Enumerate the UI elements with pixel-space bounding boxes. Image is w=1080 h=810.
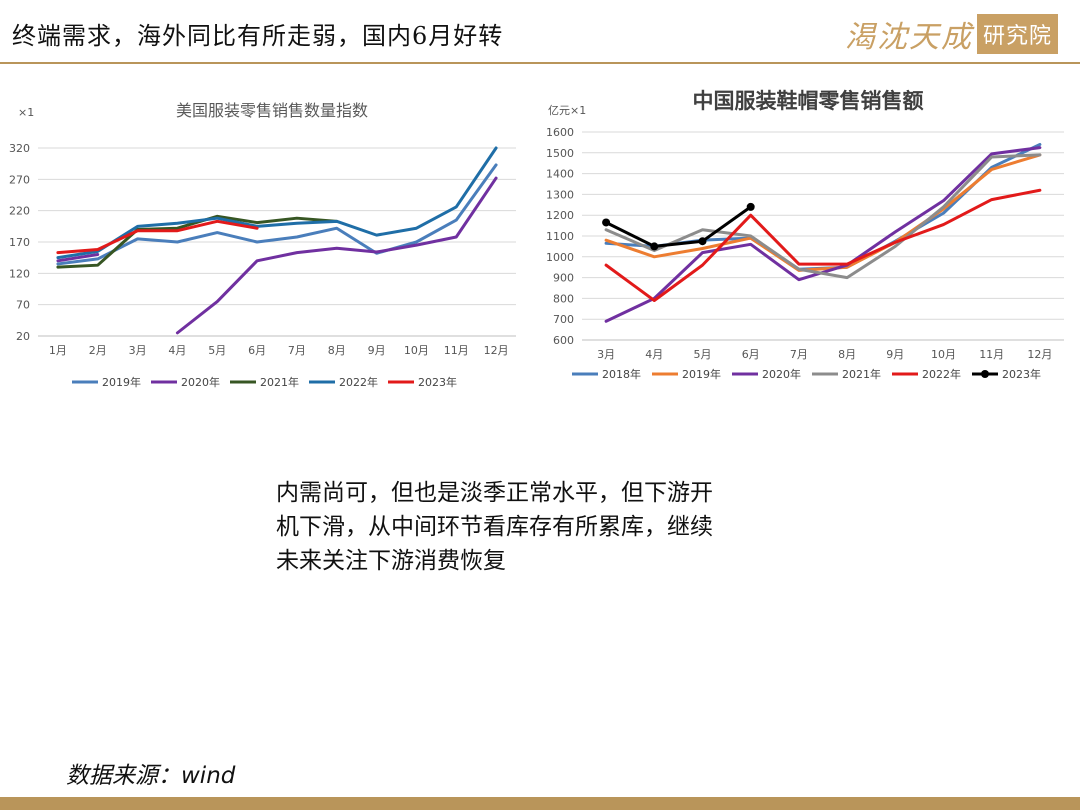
y-tick-label: 120 (9, 267, 30, 280)
x-tick-label: 4月 (645, 348, 663, 361)
commentary-line: 机下滑，从中间环节看库存有所累库，继续 (276, 514, 713, 540)
x-tick-label: 7月 (288, 344, 306, 357)
series-line (604, 188, 1042, 302)
y-tick-label: 900 (553, 272, 574, 285)
unit-label: 亿元×1 (548, 104, 586, 117)
legend-label: 2020年 (181, 375, 220, 389)
y-tick-label: 320 (9, 142, 30, 155)
y-tick-label: 1200 (546, 209, 574, 222)
x-tick-label: 11月 (979, 348, 1004, 361)
legend-label: 2021年 (260, 375, 299, 389)
series-line (604, 153, 1042, 280)
chart-title: 美国服装零售销售数量指数 (176, 101, 368, 120)
legend-label: 2018年 (602, 367, 641, 381)
footer-bar (0, 797, 1080, 810)
x-tick-label: 3月 (129, 344, 147, 357)
y-tick-label: 800 (553, 292, 574, 305)
series-line (56, 219, 259, 255)
x-tick-label: 9月 (886, 348, 904, 361)
logo-box-text: 研究院 (976, 14, 1058, 54)
series-line (56, 253, 100, 263)
x-tick-label: 1月 (49, 344, 67, 357)
page-title: 终端需求，海外同比有所走弱，国内6月好转 (12, 22, 504, 50)
series-line (56, 146, 498, 260)
series-line (604, 205, 753, 248)
x-tick-label: 4月 (168, 344, 186, 357)
series-line (56, 163, 498, 266)
legend-label: 2021年 (842, 367, 881, 381)
legend-label: 2023年 (1002, 367, 1041, 381)
x-tick-label: 9月 (368, 344, 386, 357)
y-tick-label: 270 (9, 173, 30, 186)
series-line (175, 176, 498, 335)
y-tick-label: 170 (9, 236, 30, 249)
data-point (602, 218, 611, 227)
unit-label: ×1 (18, 106, 34, 119)
commentary-text: 内需尚可，但也是淡季正常水平，但下游开 机下滑，从中间环节看库存有所累库，继续 … (276, 476, 796, 578)
x-tick-label: 6月 (248, 344, 266, 357)
x-tick-label: 8月 (328, 344, 346, 357)
commentary-line: 未来关注下游消费恢复 (276, 548, 506, 574)
y-tick-label: 700 (553, 313, 574, 326)
x-tick-label: 10月 (931, 348, 956, 361)
x-tick-label: 11月 (444, 344, 469, 357)
us-apparel-index-chart: 美国服装零售销售数量指数 ×1 20 70 120 170 220 270 320 1月 2月 3月 4… (0, 86, 530, 406)
commentary-line: 内需尚可，但也是淡季正常水平，但下游开 (276, 480, 713, 506)
x-tick-label: 5月 (694, 348, 712, 361)
series-line (604, 153, 1042, 272)
y-tick-label: 1000 (546, 251, 574, 264)
y-tick-label: 20 (16, 330, 30, 343)
x-tick-label: 12月 (1027, 348, 1052, 361)
x-tick-label: 3月 (597, 348, 615, 361)
legend-label: 2020年 (762, 367, 801, 381)
x-tick-label: 2月 (89, 344, 107, 357)
y-tick-label: 1300 (546, 188, 574, 201)
legend-label: 2023年 (418, 375, 457, 389)
data-point (698, 237, 707, 246)
legend-label: 2019年 (682, 367, 721, 381)
legend-label: 2022年 (339, 375, 378, 389)
china-apparel-sales-chart: 中国服装鞋帽零售销售额亿元×1 600 700 800 900 1000 1100 1200 1… (538, 80, 1070, 400)
logo-script-text: 渴沈天成 (844, 20, 973, 55)
y-tick-label: 1400 (546, 168, 574, 181)
x-tick-label: 5月 (208, 344, 226, 357)
legend-label: 2019年 (102, 375, 141, 389)
x-tick-label: 10月 (404, 344, 429, 357)
y-tick-label: 220 (9, 205, 30, 218)
legend-label: 2022年 (922, 367, 961, 381)
x-tick-label: 7月 (790, 348, 808, 361)
legend-marker (981, 370, 989, 378)
chart-title: 中国服装鞋帽零售销售额 (693, 88, 924, 113)
x-tick-label: 8月 (838, 348, 856, 361)
y-tick-label: 1100 (546, 230, 574, 243)
y-tick-label: 1500 (546, 147, 574, 160)
y-tick-label: 70 (16, 299, 30, 312)
us-apparel-chart-svg: 美国服装零售销售数量指数 ×1 20 70 120 170 220 270 320 1月 2月 3月 4… (9, 101, 516, 389)
x-tick-label: 12月 (484, 344, 509, 357)
y-tick-label: 1600 (546, 126, 574, 139)
data-point (650, 242, 659, 251)
y-tick-label: 600 (553, 334, 574, 347)
x-tick-label: 6月 (742, 348, 760, 361)
series-line (56, 214, 339, 269)
data-source: 数据来源：wind (66, 763, 236, 789)
data-point (746, 202, 755, 211)
brand-logo: 渴沈天成 研究院 (845, 12, 1058, 56)
header-divider (0, 62, 1080, 64)
